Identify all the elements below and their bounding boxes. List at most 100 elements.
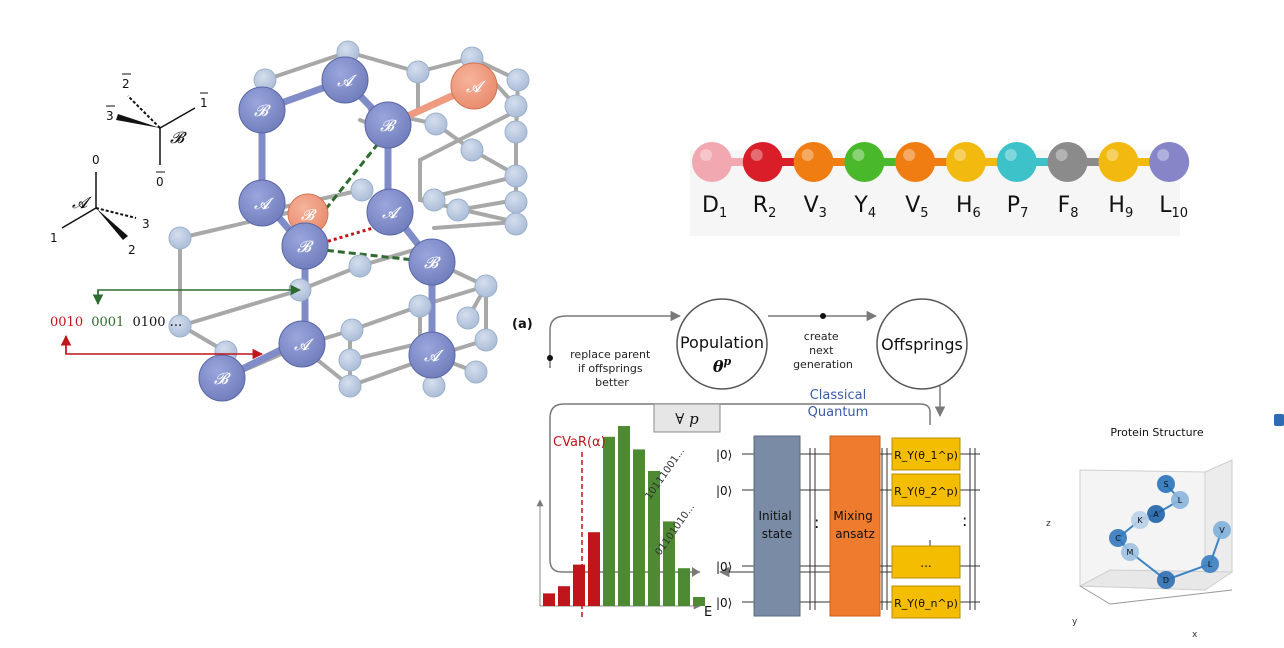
- chain-link: [712, 158, 763, 166]
- lattice-panel: 𝓑 2 3 1 0 𝓐 0 3 1 2: [50, 40, 530, 402]
- residue-node-label: L: [1208, 560, 1213, 569]
- residue-node: [1171, 491, 1189, 509]
- vdots: :: [814, 513, 819, 532]
- residue-chain: D1 R2 V3 Y4 V5 H6 P7 F8 H9 L10: [690, 142, 1190, 236]
- atom-b: 𝓑: [364, 101, 412, 149]
- svg-text:𝓑: 𝓑: [380, 116, 397, 135]
- residue-label: H9: [1108, 193, 1133, 221]
- residue-node-label: D: [1163, 576, 1169, 585]
- residue-node-label: K: [1137, 516, 1143, 525]
- residue-bead: [946, 142, 986, 182]
- atom-b: 𝓑: [408, 238, 456, 286]
- protein-structure-plot: Protein Structure z y x S L A K CM D L V: [1046, 414, 1284, 640]
- atom-a: 𝓐: [366, 188, 414, 236]
- residue-node-label: L: [1178, 496, 1183, 505]
- residue-node: [1157, 475, 1175, 493]
- legend-stub: [1274, 414, 1284, 426]
- residue-node: [1157, 571, 1175, 589]
- axes-a-glyph: 𝓐 0 3 1 2: [50, 153, 150, 257]
- hist-bar-red: [588, 532, 600, 606]
- residue-node: [1201, 555, 1219, 573]
- replace-parent-label: replace parent if offsprings better: [570, 348, 654, 389]
- ry-gate-ellipsis: ...: [891, 545, 961, 579]
- svg-text:𝓑: 𝓑: [301, 206, 317, 224]
- chain-link: [762, 158, 814, 166]
- residue-label: F8: [1058, 193, 1079, 221]
- residue-bead: [692, 142, 732, 182]
- ry-gate: R_Y(θ_1^p): [891, 437, 961, 471]
- residue-label: R2: [753, 193, 777, 221]
- axis-y-label: y: [1072, 617, 1078, 627]
- axes-a-top: 0: [92, 153, 100, 167]
- axes-a-label: 𝓐: [72, 193, 93, 212]
- residue-bead: [1098, 142, 1139, 182]
- svg-text:𝓑: 𝓑: [297, 237, 314, 256]
- axes-b-label: 𝓑: [170, 128, 187, 147]
- residue-node-label: V: [1219, 526, 1225, 535]
- residue-node: [1131, 511, 1149, 529]
- panel-label: (a): [512, 317, 533, 332]
- hist-bar-green: [603, 436, 615, 606]
- atom-a: 𝓐: [238, 179, 286, 227]
- atom-a-orange: 𝓐: [450, 62, 498, 110]
- population-label: Population: [680, 333, 764, 352]
- axes-b-right: 1: [200, 96, 208, 110]
- bit-string: 0010 0001 0100 ...: [50, 315, 182, 330]
- energy-axis-label: E: [704, 605, 712, 620]
- chain-link: [966, 158, 1017, 166]
- residue-node-label: M: [1127, 548, 1134, 557]
- axis-x-label: x: [1192, 630, 1198, 640]
- mixing-ansatz-label: Mixing ansatz: [833, 509, 876, 541]
- green-arrow: [97, 284, 302, 304]
- residue-label: H6: [956, 193, 981, 221]
- residue-label: D1: [702, 193, 727, 221]
- ket-1: |0⟩: [716, 484, 732, 498]
- residue-label: V3: [804, 193, 827, 221]
- hist-bar-red: [543, 593, 555, 606]
- axes-b-down: 0: [156, 175, 164, 189]
- hist-bar-red: [558, 586, 570, 606]
- classical-loop: [549, 403, 931, 573]
- atom-b: 𝓑: [198, 354, 246, 402]
- residue-node: [1109, 529, 1127, 547]
- mixing-ansatz-block: [829, 435, 881, 617]
- cvar-label: CVaR(α): [553, 435, 606, 450]
- residue-node: [1213, 521, 1231, 539]
- chain-link: [1016, 158, 1068, 166]
- loop-arrow: [549, 310, 682, 368]
- hist-bar-green: [648, 471, 660, 606]
- axis-z-label: z: [1046, 519, 1051, 529]
- initial-state-label: Initial state: [758, 509, 795, 541]
- population-symbol: θp: [713, 355, 732, 376]
- create-next-label: create next generation: [793, 330, 853, 371]
- ket-2: |0⟩: [716, 560, 732, 574]
- vqe-scheme: (a) Population θp Offsprings create next…: [512, 298, 980, 620]
- hist-bar-red: [573, 564, 585, 606]
- svg-text:R_Y(θ_1^p): R_Y(θ_1^p): [894, 449, 958, 462]
- svg-text:𝓑: 𝓑: [424, 253, 441, 272]
- residue-label: P7: [1007, 193, 1029, 221]
- hist-bar-green: [633, 449, 645, 606]
- classical-label: Classical: [810, 388, 867, 403]
- svg-text:R_Y(θ_2^p): R_Y(θ_2^p): [894, 485, 958, 498]
- residue-bead: [742, 142, 783, 182]
- atom-a: 𝓐: [278, 320, 326, 368]
- chain-link: [1067, 158, 1119, 166]
- atom-b: 𝓑: [238, 86, 286, 134]
- hist-bar-green: [618, 426, 630, 606]
- atom-a: 𝓐: [408, 331, 456, 379]
- axes-a-left: 1: [50, 231, 58, 245]
- offsprings-node: [876, 298, 968, 390]
- residue-label: L10: [1159, 193, 1188, 221]
- hist-bar-green: [678, 568, 690, 606]
- axis-edge: [1109, 589, 1233, 605]
- ket-0: |0⟩: [716, 448, 732, 462]
- svg-text:𝓑: 𝓑: [254, 101, 271, 120]
- residue-bead: [793, 142, 834, 182]
- axes-a-right: 3: [142, 217, 150, 231]
- forall-box: [653, 403, 721, 433]
- hist-bar-green: [663, 521, 675, 606]
- vdots: :: [962, 511, 967, 530]
- axes-b-glyph: 𝓑 2 3 1 0: [106, 73, 208, 189]
